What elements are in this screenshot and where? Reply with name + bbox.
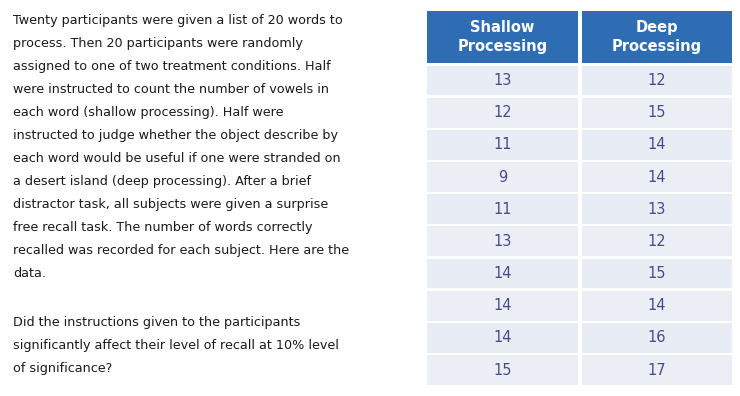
- Text: 14: 14: [494, 330, 512, 345]
- FancyBboxPatch shape: [428, 323, 578, 353]
- Text: 14: 14: [648, 137, 666, 152]
- FancyBboxPatch shape: [428, 66, 578, 95]
- FancyBboxPatch shape: [582, 259, 732, 288]
- FancyBboxPatch shape: [428, 98, 578, 128]
- FancyBboxPatch shape: [582, 194, 732, 224]
- Text: instructed to judge whether the object describe by: instructed to judge whether the object d…: [13, 129, 338, 142]
- Text: each word would be useful if one were stranded on: each word would be useful if one were st…: [13, 152, 341, 165]
- FancyBboxPatch shape: [428, 227, 578, 256]
- Text: 12: 12: [648, 73, 666, 88]
- Text: assigned to one of two treatment conditions. Half: assigned to one of two treatment conditi…: [13, 60, 331, 73]
- Text: 15: 15: [494, 362, 512, 377]
- Text: 12: 12: [494, 105, 512, 120]
- FancyBboxPatch shape: [582, 130, 732, 160]
- FancyBboxPatch shape: [582, 66, 732, 95]
- Text: Shallow
Processing: Shallow Processing: [457, 20, 548, 54]
- FancyBboxPatch shape: [428, 355, 578, 385]
- Text: 15: 15: [648, 266, 666, 281]
- FancyBboxPatch shape: [582, 162, 732, 192]
- Text: 11: 11: [494, 202, 512, 217]
- Text: 13: 13: [648, 202, 666, 217]
- Text: distractor task, all subjects were given a surprise: distractor task, all subjects were given…: [13, 198, 329, 211]
- Text: recalled was recorded for each subject. Here are the: recalled was recorded for each subject. …: [13, 244, 349, 257]
- FancyBboxPatch shape: [582, 98, 732, 128]
- Text: 15: 15: [648, 105, 666, 120]
- FancyBboxPatch shape: [428, 259, 578, 288]
- Text: 17: 17: [648, 362, 666, 377]
- Text: 9: 9: [498, 169, 508, 185]
- FancyBboxPatch shape: [428, 130, 578, 160]
- FancyBboxPatch shape: [428, 162, 578, 192]
- FancyBboxPatch shape: [582, 227, 732, 256]
- Text: 14: 14: [648, 169, 666, 185]
- Text: 14: 14: [648, 298, 666, 313]
- Text: data.: data.: [13, 267, 47, 280]
- Text: Did the instructions given to the participants: Did the instructions given to the partic…: [13, 316, 300, 329]
- Text: each word (shallow processing). Half were: each word (shallow processing). Half wer…: [13, 106, 284, 119]
- Text: of significance?: of significance?: [13, 362, 112, 375]
- FancyBboxPatch shape: [582, 11, 732, 63]
- Text: Deep
Processing: Deep Processing: [612, 20, 702, 54]
- FancyBboxPatch shape: [582, 355, 732, 385]
- Text: 14: 14: [494, 266, 512, 281]
- FancyBboxPatch shape: [428, 194, 578, 224]
- Text: were instructed to count the number of vowels in: were instructed to count the number of v…: [13, 83, 329, 96]
- Text: significantly affect their level of recall at 10% level: significantly affect their level of reca…: [13, 339, 339, 352]
- FancyBboxPatch shape: [582, 323, 732, 353]
- Text: 14: 14: [494, 298, 512, 313]
- Text: Twenty participants were given a list of 20 words to: Twenty participants were given a list of…: [13, 14, 343, 27]
- Text: 13: 13: [494, 73, 512, 88]
- Text: process. Then 20 participants were randomly: process. Then 20 participants were rando…: [13, 37, 303, 50]
- FancyBboxPatch shape: [582, 291, 732, 321]
- Text: 16: 16: [648, 330, 666, 345]
- FancyBboxPatch shape: [428, 11, 578, 63]
- Text: a desert island (deep processing). After a brief: a desert island (deep processing). After…: [13, 175, 312, 188]
- Text: 12: 12: [648, 234, 666, 249]
- FancyBboxPatch shape: [428, 291, 578, 321]
- Text: free recall task. The number of words correctly: free recall task. The number of words co…: [13, 221, 313, 234]
- Text: 11: 11: [494, 137, 512, 152]
- Text: 13: 13: [494, 234, 512, 249]
